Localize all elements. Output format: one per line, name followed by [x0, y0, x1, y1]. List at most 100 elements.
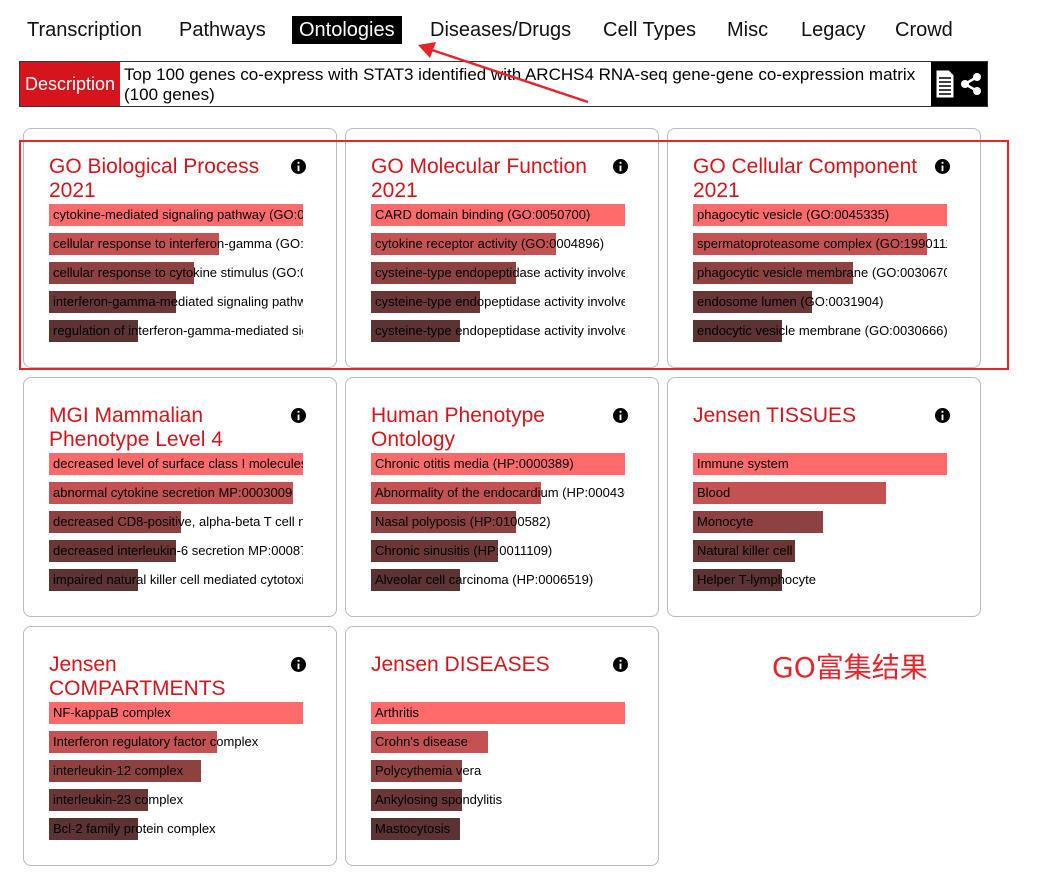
description-bar: Description Top 100 genes co-express wit…: [19, 61, 988, 107]
enrichment-bar: [371, 540, 498, 562]
enrichment-term-row[interactable]: regulation of interferon-gamma-mediated …: [49, 320, 303, 342]
enrichment-term-label: impaired natural killer cell mediated cy…: [53, 572, 303, 587]
enrichment-term-label: abnormal cytokine secretion MP:0003009: [53, 485, 293, 500]
enrichment-term-row[interactable]: cytokine receptor activity (GO:0004896): [371, 233, 625, 255]
enrichment-term-row[interactable]: spermatoproteasome complex (GO:1990111): [693, 233, 947, 255]
panel-jensen-tissues: Jensen TISSUES Immune system Blood Monocyt…: [667, 377, 981, 617]
share-icon[interactable]: [959, 72, 983, 96]
enrichment-bar: [371, 482, 541, 504]
enrichment-term-label: cellular response to interferon-gamma (G…: [53, 236, 303, 251]
tab-cell-types[interactable]: Cell Types: [603, 19, 697, 41]
enrichment-bar: [49, 204, 303, 226]
tab-transcription[interactable]: Transcription: [27, 19, 142, 41]
tab-legacy[interactable]: Legacy: [801, 19, 866, 41]
panel-title: Human Phenotype Ontology: [371, 404, 545, 451]
enrichment-bar: [49, 453, 303, 475]
enrichment-term-label: Ankylosing spondylitis: [375, 792, 503, 807]
enrichment-term-label: Polycythemia vera: [375, 763, 482, 778]
tab-crowd[interactable]: Crowd: [895, 19, 953, 41]
info-icon[interactable]: [291, 408, 306, 423]
enrichment-term-row[interactable]: Natural killer cell: [693, 540, 947, 562]
panel-human-phenotype-ontology: Human Phenotype Ontology Chronic otitis …: [345, 377, 659, 617]
enrichment-term-label: interleukin-23 complex: [53, 792, 184, 807]
enrichment-term-row[interactable]: decreased CD8-positive, alpha-beta T cel…: [49, 511, 303, 533]
enrichment-bar: [693, 453, 947, 475]
tab-misc[interactable]: Misc: [727, 19, 769, 41]
panel-title: GO Molecular Function 2021: [371, 155, 587, 202]
enrichment-term-row[interactable]: Bcl-2 family protein complex: [49, 818, 303, 840]
enrichment-term-row[interactable]: cysteine-type endopeptidase activity inv…: [371, 291, 625, 313]
enrichment-bar: [371, 569, 460, 591]
enrichment-term-row[interactable]: cellular response to interferon-gamma (G…: [49, 233, 303, 255]
info-icon[interactable]: [935, 408, 950, 423]
enrichment-term-row[interactable]: CARD domain binding (GO:0050700): [371, 204, 625, 226]
info-icon[interactable]: [613, 657, 628, 672]
enrichment-term-row[interactable]: cellular response to cytokine stimulus (…: [49, 262, 303, 284]
info-icon[interactable]: [291, 159, 306, 174]
bar-list: phagocytic vesicle (GO:0045335) spermatop…: [693, 204, 947, 349]
enrichment-term-label: Chronic otitis media (HP:0000389): [375, 456, 574, 471]
enrichment-term-label: cysteine-type endopeptidase activity inv…: [375, 323, 625, 338]
enrichment-bar: [49, 731, 217, 753]
enrichment-term-row[interactable]: interferon-gamma-mediated signaling path…: [49, 291, 303, 313]
enrichment-term-label: Crohn's disease: [375, 734, 468, 749]
panel-jensen-diseases: Jensen DISEASES Arthritis Crohn's disease…: [345, 626, 659, 866]
enrichment-term-row[interactable]: Chronic otitis media (HP:0000389): [371, 453, 625, 475]
enrichment-term-row[interactable]: decreased interleukin-6 secretion MP:000…: [49, 540, 303, 562]
enrichment-bar: [371, 262, 516, 284]
enrichment-term-label: Chronic sinusitis (HP:0011109): [375, 543, 553, 558]
enrichment-bar: [49, 233, 219, 255]
category-nav: Transcription Pathways Ontologies Diseas…: [20, 12, 1064, 48]
enrichment-term-row[interactable]: Arthritis: [371, 702, 625, 724]
enrichment-term-row[interactable]: cytokine-mediated signaling pathway (GO:…: [49, 204, 303, 226]
enrichment-term-row[interactable]: Abnormality of the endocardium (HP:00043…: [371, 482, 625, 504]
enrichment-bar: [49, 511, 181, 533]
enrichment-term-row[interactable]: Alveolar cell carcinoma (HP:0006519): [371, 569, 625, 591]
enrichment-term-row[interactable]: phagocytic vesicle membrane (GO:0030670): [693, 262, 947, 284]
enrichment-term-row[interactable]: Blood: [693, 482, 947, 504]
info-icon[interactable]: [613, 159, 628, 174]
enrichment-term-row[interactable]: decreased level of surface class I molec…: [49, 453, 303, 475]
enrichment-term-label: regulation of interferon-gamma-mediated …: [53, 323, 303, 338]
enrichment-term-row[interactable]: Crohn's disease: [371, 731, 625, 753]
enrichment-term-row[interactable]: NF-kappaB complex: [49, 702, 303, 724]
enrichment-term-label: cysteine-type endopeptidase activity inv…: [375, 294, 625, 309]
enrichment-term-label: decreased level of surface class I molec…: [53, 456, 303, 471]
enrichment-term-row[interactable]: abnormal cytokine secretion MP:0003009: [49, 482, 303, 504]
tab-diseases-drugs[interactable]: Diseases/Drugs: [430, 19, 572, 41]
tab-pathways[interactable]: Pathways: [179, 19, 266, 41]
enrichment-term-row[interactable]: phagocytic vesicle (GO:0045335): [693, 204, 947, 226]
enrichment-bar: [371, 453, 625, 475]
enrichment-term-row[interactable]: interleukin-12 complex: [49, 760, 303, 782]
info-icon[interactable]: [613, 408, 628, 423]
enrichment-term-row[interactable]: Polycythemia vera: [371, 760, 625, 782]
enrichment-term-row[interactable]: Mastocytosis: [371, 818, 625, 840]
enrichment-term-row[interactable]: Interferon regulatory factor complex: [49, 731, 303, 753]
enrichment-term-row[interactable]: interleukin-23 complex: [49, 789, 303, 811]
enrichment-bar: [693, 320, 782, 342]
enrichment-term-row[interactable]: Helper T-lymphocyte: [693, 569, 947, 591]
enrichment-term-row[interactable]: Monocyte: [693, 511, 947, 533]
enrichment-term-label: endocytic vesicle membrane (GO:0030666): [697, 323, 947, 338]
enrichment-term-row[interactable]: cysteine-type endopeptidase activity inv…: [371, 262, 625, 284]
enrichment-term-row[interactable]: cysteine-type endopeptidase activity inv…: [371, 320, 625, 342]
enrichment-term-row[interactable]: Ankylosing spondylitis: [371, 789, 625, 811]
bar-list: Chronic otitis media (HP:0000389) Abnorma…: [371, 453, 625, 598]
enrichment-term-label: phagocytic vesicle (GO:0045335): [697, 207, 890, 222]
enrichment-bar: [371, 320, 460, 342]
bar-list: CARD domain binding (GO:0050700) cytokine…: [371, 204, 625, 349]
enrichment-term-row[interactable]: impaired natural killer cell mediated cy…: [49, 569, 303, 591]
enrichment-bar: [49, 702, 303, 724]
enrichment-term-row[interactable]: endocytic vesicle membrane (GO:0030666): [693, 320, 947, 342]
info-icon[interactable]: [935, 159, 950, 174]
enrichment-term-row[interactable]: Chronic sinusitis (HP:0011109): [371, 540, 625, 562]
info-icon[interactable]: [291, 657, 306, 672]
panel-mgi-mammalian-phenotype: MGI Mammalian Phenotype Level 4 2021 dec…: [23, 377, 337, 617]
tab-ontologies[interactable]: Ontologies: [292, 16, 402, 44]
enrichment-term-row[interactable]: endosome lumen (GO:0031904): [693, 291, 947, 313]
document-icon[interactable]: [935, 69, 955, 99]
enrichment-bar: [693, 540, 795, 562]
panel-title: GO Biological Process 2021: [49, 155, 260, 202]
enrichment-term-row[interactable]: Immune system: [693, 453, 947, 475]
enrichment-term-row[interactable]: Nasal polyposis (HP:0100582): [371, 511, 625, 533]
